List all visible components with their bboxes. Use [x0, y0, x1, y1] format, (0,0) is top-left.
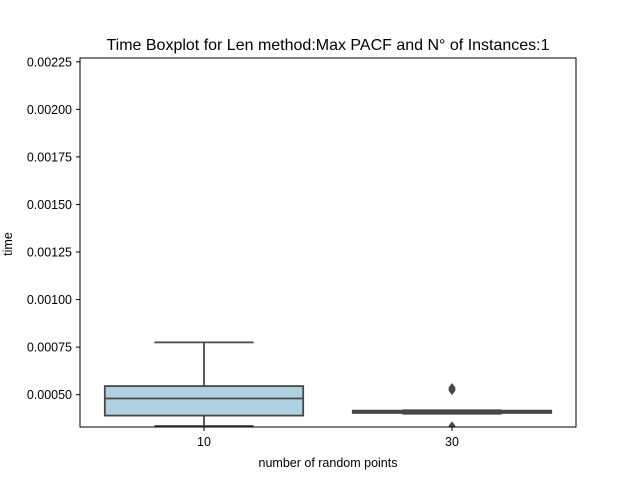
flier-30-4 [448, 421, 456, 427]
x-tick-label-0: 10 [197, 435, 211, 449]
x-tick-label-1: 30 [445, 435, 459, 449]
y-tick-label-2: 0.00100 [27, 293, 72, 307]
plot-area: 0.00050 0.00075 0.00100 0.00125 0.00150 0.001… [27, 55, 577, 449]
y-tick-label-7: 0.00225 [27, 55, 72, 69]
y-tick-label-6: 0.00200 [27, 103, 72, 117]
y-tick-label-0: 0.00050 [27, 388, 72, 402]
y-tick-label-1: 0.00075 [27, 341, 72, 355]
chart-title: Time Boxplot for Len method:Max PACF and… [106, 37, 549, 54]
x-axis-label: number of random points [259, 456, 398, 470]
y-tick-label-4: 0.00150 [27, 198, 72, 212]
y-axis-label: time [1, 232, 15, 256]
box-10 [103, 385, 305, 417]
flier-30-3 [448, 382, 456, 393]
y-tick-label-3: 0.00125 [27, 246, 72, 260]
boxes-layer [103, 341, 553, 427]
plot-frame [79, 57, 577, 428]
y-tick-label-5: 0.00175 [27, 150, 72, 164]
